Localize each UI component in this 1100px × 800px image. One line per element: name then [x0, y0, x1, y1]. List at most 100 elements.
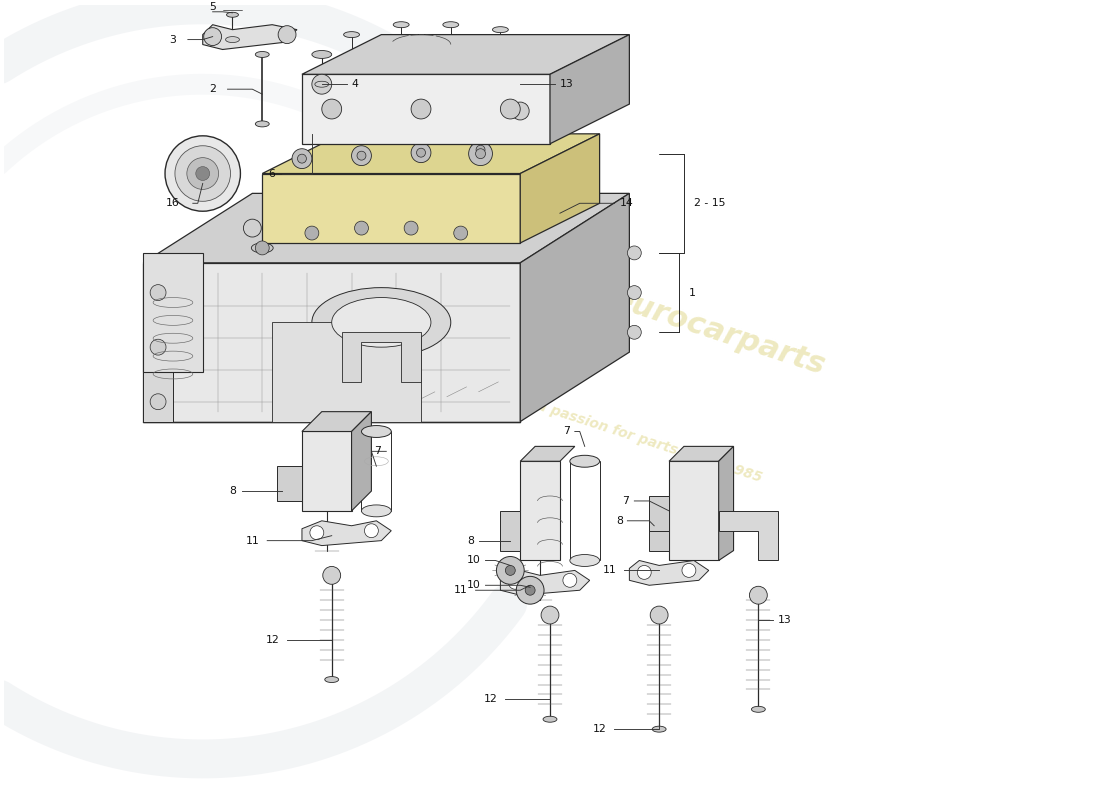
- Circle shape: [354, 221, 368, 235]
- Polygon shape: [143, 263, 173, 422]
- Polygon shape: [352, 412, 372, 511]
- Ellipse shape: [450, 228, 472, 238]
- Text: 8: 8: [616, 516, 623, 526]
- Ellipse shape: [570, 455, 600, 467]
- Circle shape: [411, 142, 431, 162]
- Text: a passion for parts since 1985: a passion for parts since 1985: [535, 398, 763, 485]
- Polygon shape: [301, 412, 372, 431]
- Circle shape: [352, 146, 372, 166]
- Polygon shape: [301, 34, 629, 74]
- Text: 2: 2: [209, 84, 216, 94]
- Polygon shape: [301, 521, 392, 546]
- Ellipse shape: [332, 298, 431, 347]
- Polygon shape: [669, 462, 718, 561]
- Polygon shape: [202, 25, 297, 50]
- Text: 6: 6: [268, 169, 276, 178]
- Circle shape: [150, 339, 166, 355]
- Ellipse shape: [362, 426, 392, 438]
- Text: 10: 10: [466, 555, 481, 566]
- Polygon shape: [143, 263, 520, 422]
- Polygon shape: [550, 34, 629, 144]
- Text: 4: 4: [352, 79, 359, 90]
- Ellipse shape: [751, 706, 766, 712]
- Polygon shape: [500, 570, 590, 595]
- Polygon shape: [649, 496, 669, 530]
- Circle shape: [516, 576, 544, 604]
- Ellipse shape: [301, 228, 322, 238]
- Circle shape: [682, 563, 696, 578]
- Circle shape: [404, 221, 418, 235]
- Circle shape: [297, 154, 307, 163]
- Circle shape: [322, 99, 342, 119]
- Circle shape: [150, 285, 166, 301]
- Circle shape: [411, 99, 431, 119]
- Circle shape: [627, 286, 641, 299]
- Text: 14: 14: [619, 198, 634, 208]
- Circle shape: [476, 146, 485, 154]
- Circle shape: [469, 142, 493, 166]
- Ellipse shape: [400, 223, 422, 233]
- Circle shape: [165, 136, 241, 211]
- Circle shape: [525, 586, 535, 595]
- Circle shape: [322, 566, 341, 584]
- Ellipse shape: [351, 223, 373, 233]
- Circle shape: [627, 246, 641, 260]
- Ellipse shape: [393, 22, 409, 28]
- Circle shape: [454, 226, 467, 240]
- Polygon shape: [143, 194, 629, 263]
- Circle shape: [475, 149, 485, 158]
- Text: 7: 7: [374, 446, 382, 456]
- Polygon shape: [301, 431, 352, 511]
- Text: 12: 12: [593, 724, 606, 734]
- Circle shape: [204, 28, 221, 46]
- Text: 8: 8: [468, 536, 474, 546]
- Text: 7: 7: [563, 426, 570, 437]
- Ellipse shape: [255, 51, 270, 58]
- Circle shape: [187, 158, 219, 190]
- Circle shape: [305, 226, 319, 240]
- Circle shape: [442, 210, 460, 227]
- Text: 11: 11: [603, 566, 616, 575]
- Polygon shape: [143, 253, 202, 372]
- Text: 16: 16: [166, 198, 179, 208]
- Ellipse shape: [251, 243, 273, 253]
- Polygon shape: [718, 511, 778, 561]
- Text: eurocarparts: eurocarparts: [608, 284, 829, 381]
- Ellipse shape: [324, 677, 339, 682]
- Circle shape: [650, 606, 668, 624]
- Circle shape: [196, 166, 210, 181]
- Ellipse shape: [343, 32, 360, 38]
- Ellipse shape: [255, 121, 270, 127]
- Circle shape: [508, 575, 522, 590]
- Polygon shape: [629, 561, 708, 586]
- Circle shape: [312, 74, 332, 94]
- Ellipse shape: [227, 12, 239, 18]
- Polygon shape: [649, 511, 669, 550]
- Polygon shape: [301, 74, 550, 144]
- Circle shape: [243, 219, 262, 237]
- Polygon shape: [669, 446, 734, 462]
- Polygon shape: [520, 194, 629, 422]
- Text: 7: 7: [623, 496, 629, 506]
- Ellipse shape: [493, 26, 508, 33]
- Polygon shape: [277, 466, 301, 501]
- Circle shape: [175, 146, 231, 202]
- Text: 3: 3: [169, 34, 176, 45]
- Ellipse shape: [570, 554, 600, 566]
- Text: 8: 8: [229, 486, 235, 496]
- Ellipse shape: [362, 505, 392, 517]
- Circle shape: [342, 204, 361, 222]
- Polygon shape: [520, 462, 560, 561]
- Circle shape: [563, 574, 576, 587]
- Circle shape: [393, 204, 410, 222]
- Text: 12: 12: [484, 694, 497, 704]
- Polygon shape: [500, 511, 520, 550]
- Circle shape: [358, 151, 366, 160]
- Text: 5: 5: [209, 2, 216, 12]
- Polygon shape: [520, 134, 600, 243]
- Ellipse shape: [315, 82, 329, 87]
- Circle shape: [417, 148, 426, 157]
- Circle shape: [364, 524, 378, 538]
- Text: 2 - 15: 2 - 15: [694, 198, 725, 208]
- Text: 1: 1: [689, 287, 696, 298]
